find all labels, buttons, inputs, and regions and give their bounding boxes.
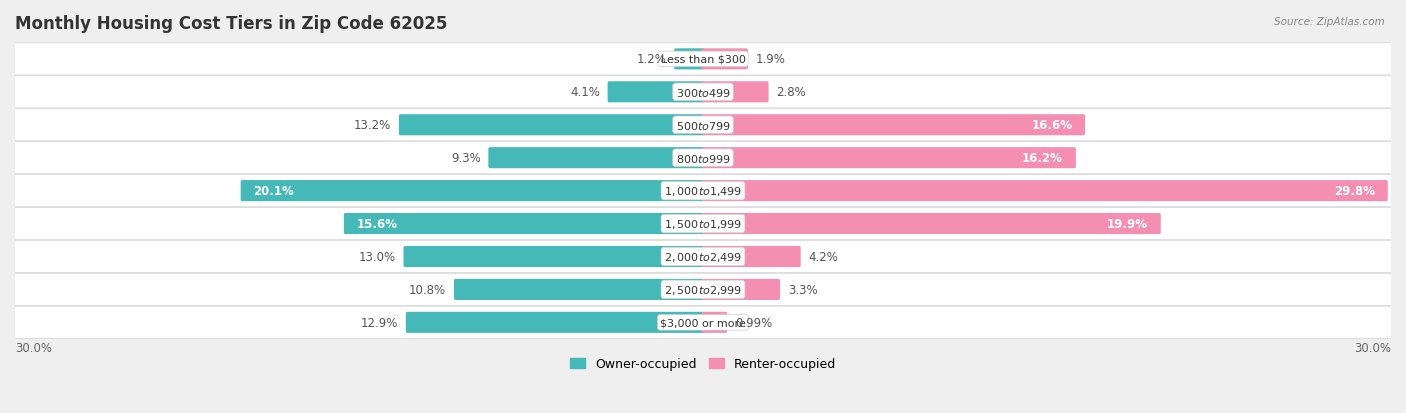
FancyBboxPatch shape [404,246,704,267]
Text: $3,000 or more: $3,000 or more [661,318,745,328]
FancyBboxPatch shape [702,180,1388,202]
FancyBboxPatch shape [0,142,1406,174]
FancyBboxPatch shape [0,175,1406,207]
FancyBboxPatch shape [0,76,1406,109]
Text: $500 to $799: $500 to $799 [675,119,731,131]
Text: 3.3%: 3.3% [787,283,817,296]
FancyBboxPatch shape [702,246,800,267]
FancyBboxPatch shape [0,274,1406,306]
FancyBboxPatch shape [0,208,1406,240]
FancyBboxPatch shape [240,180,704,202]
Text: 30.0%: 30.0% [1354,341,1391,354]
Text: $1,500 to $1,999: $1,500 to $1,999 [664,218,742,230]
Text: Source: ZipAtlas.com: Source: ZipAtlas.com [1274,17,1385,26]
FancyBboxPatch shape [0,44,1406,76]
FancyBboxPatch shape [702,148,1076,169]
Text: 19.9%: 19.9% [1107,218,1147,230]
Text: 15.6%: 15.6% [357,218,398,230]
FancyBboxPatch shape [702,49,748,70]
Text: 4.2%: 4.2% [808,250,838,263]
Text: $2,500 to $2,999: $2,500 to $2,999 [664,283,742,296]
Text: 16.2%: 16.2% [1022,152,1063,165]
FancyBboxPatch shape [0,109,1406,142]
Text: 4.1%: 4.1% [569,86,600,99]
FancyBboxPatch shape [0,306,1406,339]
FancyBboxPatch shape [607,82,704,103]
Text: 9.3%: 9.3% [451,152,481,165]
Text: $2,000 to $2,499: $2,000 to $2,499 [664,250,742,263]
FancyBboxPatch shape [702,82,769,103]
Text: 13.2%: 13.2% [354,119,391,132]
Text: $300 to $499: $300 to $499 [675,87,731,99]
FancyBboxPatch shape [454,279,704,300]
FancyBboxPatch shape [702,115,1085,136]
Text: 0.99%: 0.99% [735,316,772,329]
Text: 1.9%: 1.9% [756,53,786,66]
Text: $800 to $999: $800 to $999 [675,152,731,164]
Text: 16.6%: 16.6% [1031,119,1073,132]
Text: 13.0%: 13.0% [359,250,395,263]
FancyBboxPatch shape [399,115,704,136]
Text: 2.8%: 2.8% [776,86,806,99]
FancyBboxPatch shape [406,312,704,333]
FancyBboxPatch shape [702,312,727,333]
Text: 12.9%: 12.9% [360,316,398,329]
Text: Monthly Housing Cost Tiers in Zip Code 62025: Monthly Housing Cost Tiers in Zip Code 6… [15,15,447,33]
Text: Less than $300: Less than $300 [661,55,745,65]
FancyBboxPatch shape [673,49,704,70]
Text: 29.8%: 29.8% [1334,185,1375,198]
Text: 10.8%: 10.8% [409,283,446,296]
FancyBboxPatch shape [0,241,1406,273]
FancyBboxPatch shape [344,214,704,235]
FancyBboxPatch shape [702,279,780,300]
Text: $1,000 to $1,499: $1,000 to $1,499 [664,185,742,198]
Legend: Owner-occupied, Renter-occupied: Owner-occupied, Renter-occupied [565,352,841,375]
FancyBboxPatch shape [488,148,704,169]
Text: 1.2%: 1.2% [637,53,666,66]
Text: 20.1%: 20.1% [253,185,294,198]
Text: 30.0%: 30.0% [15,341,52,354]
FancyBboxPatch shape [702,214,1161,235]
